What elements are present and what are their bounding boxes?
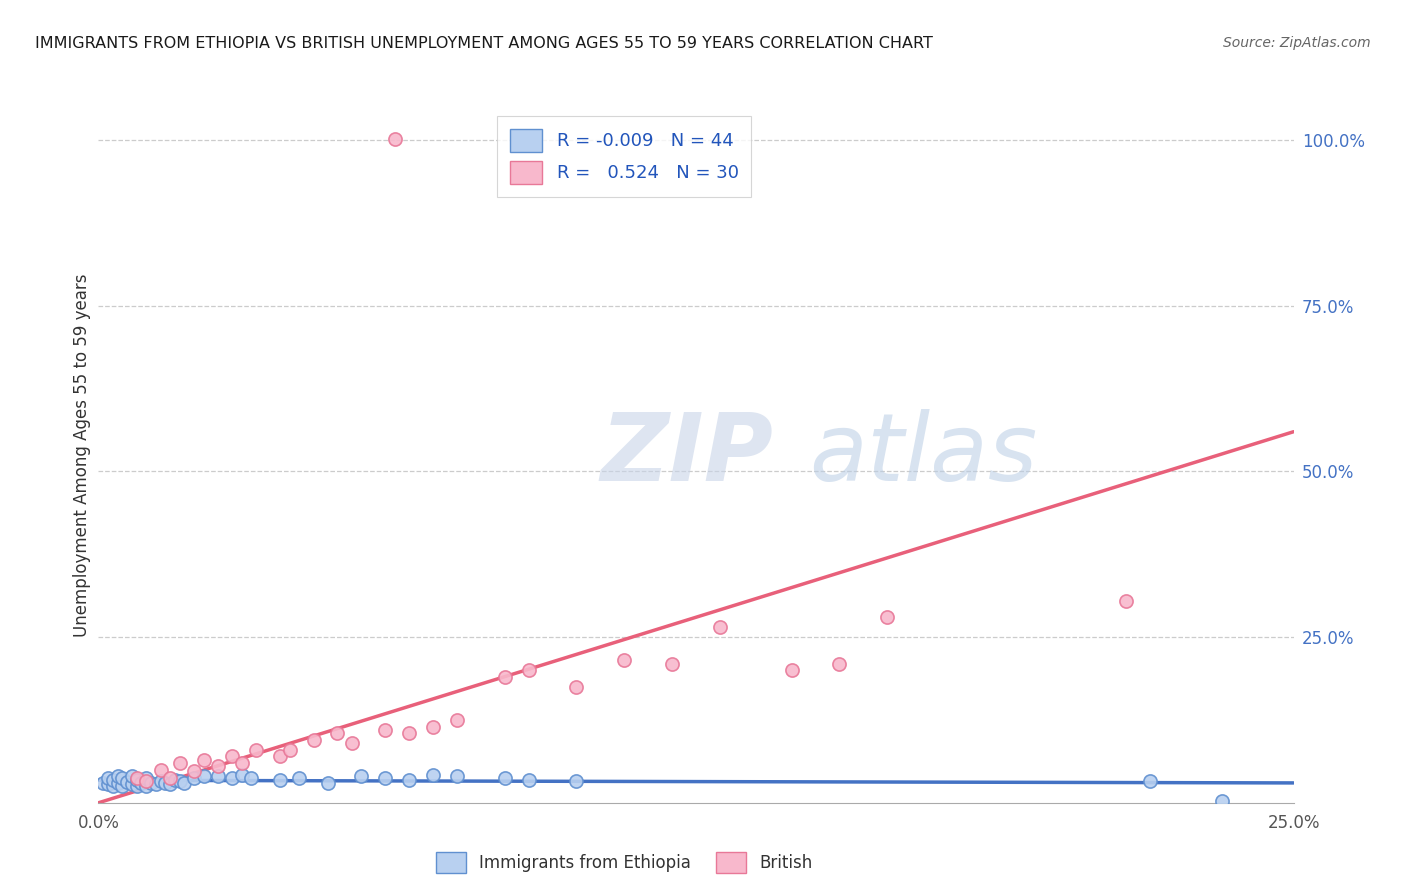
Point	[135, 773, 157, 788]
Point	[269, 749, 291, 764]
Point	[135, 771, 157, 785]
Point	[207, 759, 229, 773]
Legend: Immigrants from Ethiopia, British: Immigrants from Ethiopia, British	[425, 840, 824, 885]
Point	[422, 768, 444, 782]
Point	[340, 736, 363, 750]
Point	[565, 773, 588, 788]
Point	[159, 771, 181, 785]
Point	[269, 772, 291, 787]
Point	[131, 776, 153, 790]
Point	[1139, 773, 1161, 788]
Point	[231, 768, 253, 782]
Point	[207, 769, 229, 783]
Point	[169, 773, 191, 788]
Point	[316, 776, 339, 790]
Point	[107, 769, 129, 783]
Point	[145, 777, 167, 791]
Point	[661, 657, 683, 671]
Point	[115, 774, 138, 789]
Point	[245, 743, 267, 757]
Text: atlas: atlas	[810, 409, 1038, 500]
Point	[159, 777, 181, 791]
Point	[1115, 593, 1137, 607]
Point	[193, 769, 215, 783]
Point	[183, 764, 205, 778]
Point	[173, 776, 195, 790]
Point	[139, 776, 162, 790]
Point	[876, 610, 898, 624]
Point	[111, 779, 134, 793]
Point	[780, 663, 803, 677]
Point	[155, 776, 177, 790]
Point	[374, 771, 396, 785]
Point	[91, 776, 114, 790]
Point	[446, 713, 468, 727]
Point	[494, 670, 516, 684]
Point	[135, 779, 157, 793]
Point	[125, 779, 148, 793]
Point	[101, 772, 124, 787]
Point	[121, 777, 143, 791]
Point	[422, 720, 444, 734]
Y-axis label: Unemployment Among Ages 55 to 59 years: Unemployment Among Ages 55 to 59 years	[73, 273, 91, 637]
Point	[384, 132, 406, 146]
Point	[494, 771, 516, 785]
Point	[398, 772, 420, 787]
Point	[111, 771, 134, 785]
Point	[302, 732, 325, 747]
Point	[1211, 794, 1233, 808]
Point	[517, 772, 540, 787]
Point	[613, 653, 636, 667]
Point	[446, 769, 468, 783]
Point	[517, 663, 540, 677]
Text: Source: ZipAtlas.com: Source: ZipAtlas.com	[1223, 36, 1371, 50]
Point	[350, 769, 373, 783]
Point	[169, 756, 191, 770]
Point	[101, 779, 124, 793]
Point	[374, 723, 396, 737]
Point	[149, 773, 172, 788]
Point	[828, 657, 851, 671]
Point	[125, 772, 148, 787]
Point	[288, 771, 311, 785]
Text: ZIP: ZIP	[600, 409, 773, 501]
Point	[398, 726, 420, 740]
Point	[97, 771, 120, 785]
Point	[565, 680, 588, 694]
Point	[221, 771, 243, 785]
Point	[163, 772, 186, 787]
Point	[231, 756, 253, 770]
Point	[107, 776, 129, 790]
Point	[221, 749, 243, 764]
Point	[183, 771, 205, 785]
Point	[326, 726, 349, 740]
Point	[193, 753, 215, 767]
Point	[121, 769, 143, 783]
Point	[125, 771, 148, 785]
Point	[97, 777, 120, 791]
Text: IMMIGRANTS FROM ETHIOPIA VS BRITISH UNEMPLOYMENT AMONG AGES 55 TO 59 YEARS CORRE: IMMIGRANTS FROM ETHIOPIA VS BRITISH UNEM…	[35, 36, 934, 51]
Point	[278, 743, 301, 757]
Point	[149, 763, 172, 777]
Point	[240, 771, 263, 785]
Point	[709, 620, 731, 634]
